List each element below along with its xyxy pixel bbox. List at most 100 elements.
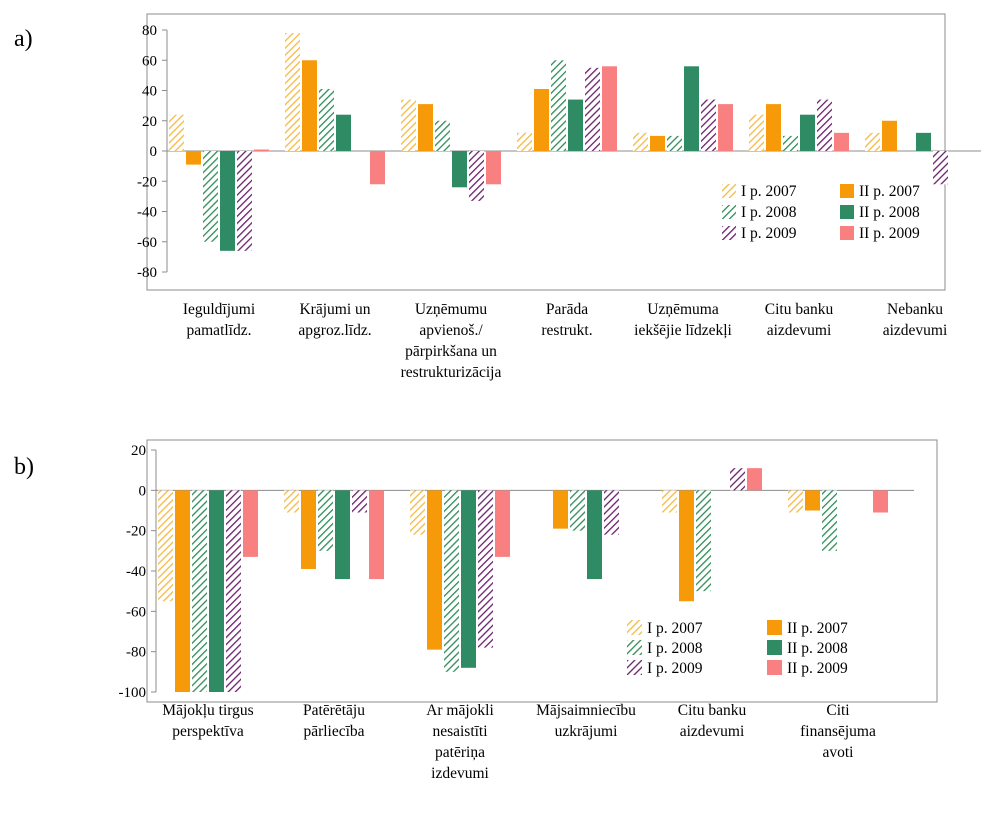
bar-ii-p-2009-cat-3 [495, 490, 510, 557]
plot-area-frame [146, 13, 946, 291]
legend-swatch-i-p-2007 [627, 620, 642, 635]
bar-i-p-2007-cat-4 [517, 132, 532, 151]
bar-i-p-2009-cat-4 [585, 67, 600, 151]
bar-i-p-2009-cat-3 [469, 151, 484, 201]
bar-i-p-2007-cat-6 [749, 114, 764, 151]
legend-label-i-p-2008: I p. 2008 [647, 640, 703, 657]
bar-i-p-2007-cat-3 [410, 490, 425, 535]
legend-swatch-i-p-2009 [627, 660, 642, 675]
bar-i-p-2009-cat-6 [817, 99, 832, 151]
legend-label-i-p-2009: I p. 2009 [647, 660, 703, 677]
legend-swatch-ii-p-2007 [767, 620, 782, 635]
bar-i-p-2008-cat-5 [667, 135, 682, 151]
bar-ii-p-2007-cat-7 [882, 120, 897, 151]
legend-label-ii-p-2009: II p. 2009 [859, 225, 920, 242]
bar-ii-p-2008-cat-3 [461, 490, 476, 668]
y-tick-label: -100 [119, 685, 147, 701]
bar-i-p-2009-cat-1 [237, 151, 252, 251]
legend-label-i-p-2007: I p. 2007 [647, 620, 703, 637]
bar-i-p-2007-cat-7 [865, 132, 880, 151]
legend-label-ii-p-2007: II p. 2007 [859, 183, 920, 200]
bar-ii-p-2007-cat-2 [301, 490, 316, 569]
bar-i-p-2009-cat-3 [478, 490, 493, 648]
legend-label-i-p-2007: I p. 2007 [741, 183, 797, 200]
legend-swatch-ii-p-2007 [840, 184, 854, 198]
bar-i-p-2008-cat-3 [435, 120, 450, 151]
legend-swatch-i-p-2009 [722, 226, 736, 240]
bar-i-p-2007-cat-2 [285, 33, 300, 151]
y-tick-label: -60 [137, 235, 157, 251]
legend-label-i-p-2009: I p. 2009 [741, 225, 797, 242]
bar-ii-p-2008-cat-3 [452, 151, 467, 188]
y-tick-label: -40 [137, 205, 157, 221]
bar-i-p-2008-cat-4 [551, 60, 566, 151]
bar-ii-p-2009-cat-5 [718, 104, 733, 151]
plot-area-frame [146, 439, 938, 703]
legend-label-ii-p-2008: II p. 2008 [787, 640, 848, 657]
y-tick-label: 80 [142, 23, 157, 39]
bar-i-p-2009-cat-2 [352, 490, 367, 513]
bar-ii-p-2007-cat-3 [418, 104, 433, 151]
bar-ii-p-2009-cat-6 [834, 132, 849, 151]
bar-ii-p-2007-cat-1 [186, 151, 201, 165]
bar-ii-p-2008-cat-1 [220, 151, 235, 251]
bar-i-p-2007-cat-5 [662, 490, 677, 513]
bar-i-p-2008-cat-4 [570, 490, 585, 531]
bar-ii-p-2007-cat-6 [805, 490, 820, 511]
bar-ii-p-2009-cat-6 [873, 490, 888, 513]
y-tick-label: 0 [150, 144, 158, 160]
bar-ii-p-2009-cat-2 [370, 151, 385, 185]
bar-i-p-2008-cat-6 [783, 135, 798, 151]
legend-swatch-i-p-2007 [722, 184, 736, 198]
bar-i-p-2007-cat-1 [169, 114, 184, 151]
bar-ii-p-2009-cat-4 [602, 66, 617, 151]
y-tick-label: -80 [126, 645, 146, 661]
category-label: Ar mājokli nesaistīti patēriņa izdevumi [426, 702, 494, 782]
bar-ii-p-2008-cat-2 [335, 490, 350, 580]
bar-i-p-2008-cat-2 [319, 88, 334, 151]
bar-i-p-2008-cat-2 [318, 490, 333, 551]
bar-ii-p-2007-cat-3 [427, 490, 442, 650]
bar-i-p-2007-cat-6 [788, 490, 803, 513]
y-tick-label: 20 [142, 114, 157, 130]
bar-i-p-2008-cat-6 [822, 490, 837, 551]
y-tick-label: -40 [126, 564, 146, 580]
legend-label-i-p-2008: I p. 2008 [741, 204, 797, 221]
bar-ii-p-2008-cat-7 [916, 132, 931, 151]
y-tick-label: 60 [142, 53, 157, 69]
bar-ii-p-2007-cat-4 [534, 88, 549, 151]
category-label: Mājsaimniecību uzkrājumi [536, 702, 636, 740]
bar-i-p-2008-cat-3 [444, 490, 459, 672]
category-label: Mājokļu tirgus perspektīva [162, 702, 253, 740]
panel-label: a) [14, 26, 33, 52]
bar-ii-p-2009-cat-2 [369, 490, 384, 580]
legend-swatch-ii-p-2009 [767, 660, 782, 675]
bar-i-p-2009-cat-7 [933, 151, 948, 185]
bar-ii-p-2008-cat-6 [800, 114, 815, 151]
bar-ii-p-2009-cat-1 [243, 490, 258, 557]
y-tick-label: 20 [131, 443, 146, 459]
legend-swatch-i-p-2008 [722, 205, 736, 219]
bar-i-p-2009-cat-5 [730, 468, 745, 491]
bar-i-p-2008-cat-1 [203, 151, 218, 242]
bar-ii-p-2009-cat-1 [254, 149, 269, 151]
category-label: Uzņēmumu apvienoš./pārpirkšana un restrukt… [401, 301, 502, 381]
chart-panel-a: a) 80 60 40 20 0 -20 -40 -60 -80 Ieguldījumi pamatl… [14, 13, 981, 381]
bar-i-p-2007-cat-1 [158, 490, 173, 602]
bar-i-p-2007-cat-3 [401, 99, 416, 151]
bar-ii-p-2008-cat-1 [209, 490, 224, 692]
y-tick-label: -60 [126, 604, 146, 620]
legend-label-ii-p-2009: II p. 2009 [787, 660, 848, 677]
category-label: Citi finansējuma avoti [800, 702, 876, 761]
bar-ii-p-2008-cat-5 [684, 66, 699, 151]
bar-ii-p-2007-cat-1 [175, 490, 190, 692]
bar-ii-p-2008-cat-4 [568, 99, 583, 151]
bar-i-p-2008-cat-1 [192, 490, 207, 692]
bar-ii-p-2007-cat-5 [650, 135, 665, 151]
bar-ii-p-2009-cat-3 [486, 151, 501, 185]
bar-ii-p-2007-cat-4 [553, 490, 568, 529]
category-label: Citu banku aizdevumi [678, 702, 747, 740]
category-label: Uzņēmuma iekšējie līdzekļi [634, 301, 732, 339]
category-label: Patērētāju pārliecība [303, 702, 365, 740]
